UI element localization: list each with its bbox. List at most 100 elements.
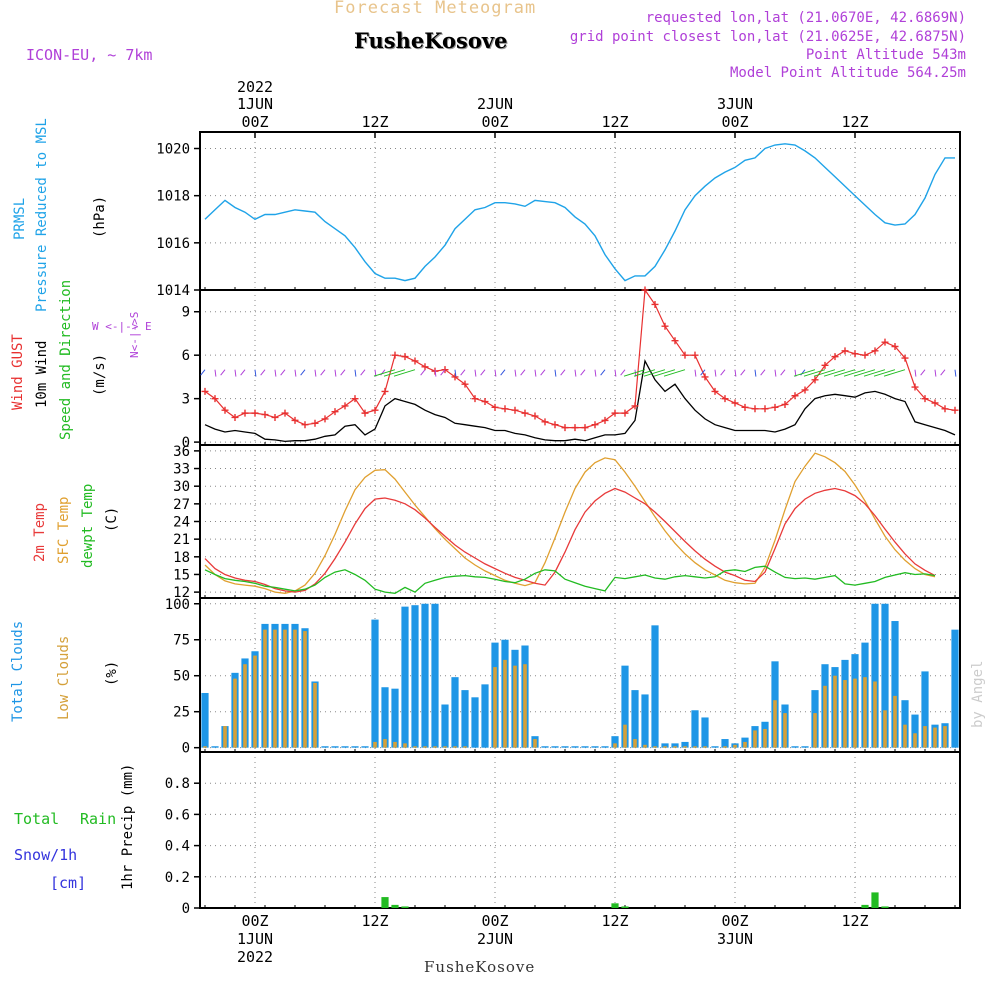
y-tick-label: 18 [173,550,190,566]
gust-marker [601,416,609,424]
rain-bar [621,906,629,908]
gust-marker [551,421,559,429]
panel-frame [199,289,961,446]
rain-bar [391,904,399,908]
low-cloud-bar [743,741,747,748]
gust-marker [401,353,409,361]
panel-frame [199,751,961,909]
total-cloud-bar [421,603,429,748]
low-cloud-bar [423,746,427,748]
low-cloud-bar [273,629,277,748]
total-cloud-bar [631,690,639,748]
wind-direction-arrow [574,369,577,377]
wind-direction-arrow [663,369,686,377]
panel-frame [199,131,961,291]
gust-marker [911,383,919,391]
low-cloud-bar [453,746,457,748]
low-cloud-bar [763,728,767,748]
wind-direction-arrow [694,369,697,377]
total-cloud-bar [901,700,909,748]
total-cloud-bar [581,746,589,748]
wind-direction-arrow [653,369,676,377]
y-tick-label: 75 [173,633,190,649]
total-cloud-bar [701,717,709,748]
gust-marker [421,363,429,371]
bottom-time-label: 00Z [481,912,508,930]
y-tick-label: 0.6 [165,807,190,823]
gust-marker [861,351,869,359]
gust-marker [731,399,739,407]
wind-direction-arrow [520,369,526,376]
y-tick-label: 36 [173,444,190,460]
top-time-label: 00Z [721,113,748,131]
wind-direction-arrow [274,369,277,377]
gust-line [204,288,956,429]
gust-marker [651,300,659,308]
low-cloud-bar [703,746,707,748]
gust-marker [691,351,699,359]
total-cloud-bar [381,687,389,748]
wind-direction-arrow [340,369,346,376]
wind-direction-arrow [843,369,866,377]
y-tick-label: 100 [165,597,190,613]
gust-marker [831,353,839,361]
total-cloud-bar [551,746,559,748]
low-cloud-bar [303,631,307,748]
wind-direction-arrow [863,369,886,377]
total-cloud-bar [411,605,419,748]
wind-direction-arrow [480,369,486,376]
gust-marker [501,405,509,413]
y-tick-label: 0 [182,901,190,917]
gust-marker [461,380,469,388]
gust-marker [711,387,719,395]
gust-marker [281,409,289,417]
low-cloud-bar [293,629,297,748]
wind-direction-arrow [494,369,497,377]
low-cloud-bar [463,746,467,748]
wind-direction-arrow [500,369,506,376]
total-cloud-bar [651,625,659,748]
total-cloud-bar [371,619,379,748]
bottom-time-label: 12Z [841,912,868,930]
wind-direction-arrow [474,369,477,377]
gust-marker [781,400,789,408]
total-cloud-bar [721,739,729,748]
gust-marker [951,406,959,414]
total-cloud-bar [681,741,689,748]
low-cloud-bar [533,739,537,748]
wind-direction-arrow [920,369,926,376]
low-cloud-bar [493,667,497,748]
gust-marker [491,403,499,411]
wind-direction-arrow [294,369,297,377]
low-cloud-bar [923,726,927,748]
model-point-altitude: Model Point Altitude 564.25m [729,65,966,81]
gust-marker [221,406,229,414]
total-cloud-bar [601,746,609,748]
precip-label-cm: [cm] [50,874,87,892]
low-cloud-bar [753,730,757,748]
wind-direction-arrow [833,369,856,377]
gust-marker [201,387,209,395]
compass-we: W <-|-> E [92,320,152,333]
wind-direction-arrow [853,369,876,377]
wind-direction-arrow [883,369,906,377]
low-cloud-bar [633,739,637,748]
total-cloud-bar [591,746,599,748]
wind-direction-arrow [300,369,306,376]
wind-direction-arrow [373,369,396,377]
total-cloud-bar [351,746,359,748]
total-cloud-bar [641,694,649,748]
low-cloud-bar [823,685,827,748]
y-tick-label: 50 [173,669,190,685]
gust-marker [331,408,339,416]
gust-marker [821,361,829,369]
gust-marker [361,409,369,417]
wind-direction-arrow [454,369,457,377]
top-year-label: 2022 [237,78,273,96]
low-cloud-bar [263,629,267,748]
gust-marker [901,354,909,362]
total-cloud-bar [341,746,349,748]
total-cloud-bar [691,710,699,748]
wind-direction-arrow [803,369,826,377]
